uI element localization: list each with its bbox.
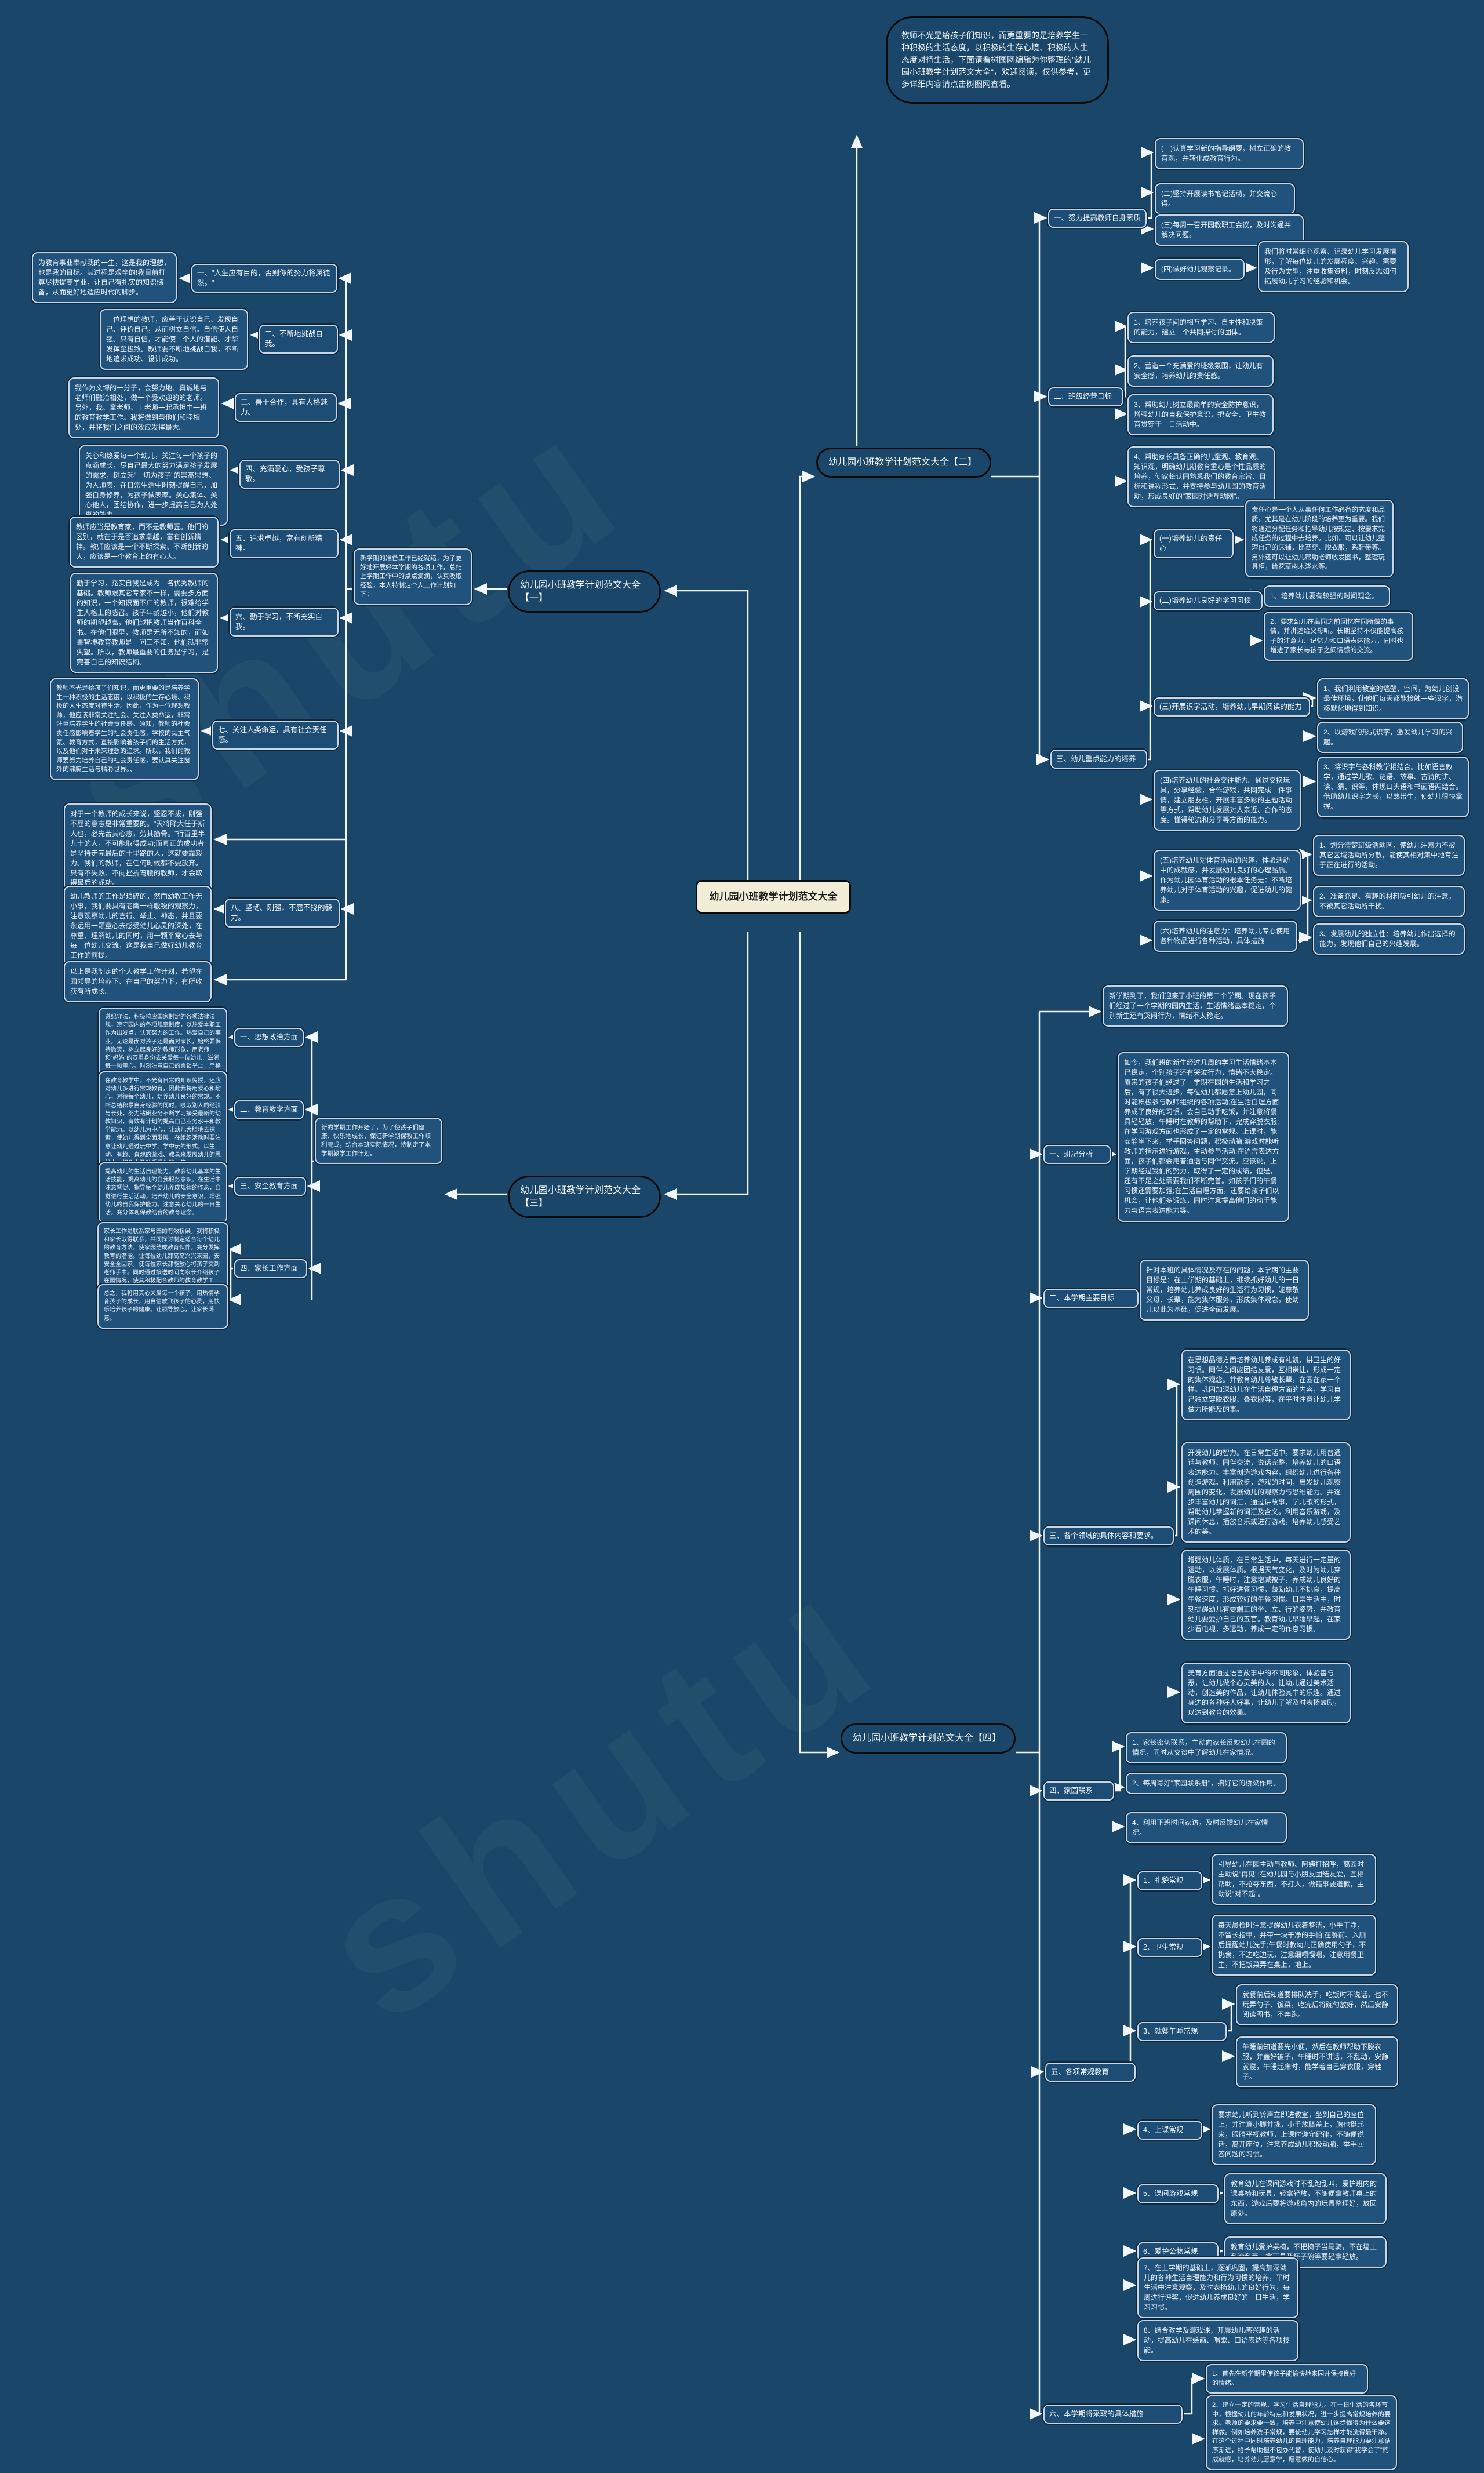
branch4-title[interactable]: 幼儿园小班教学计划范文大全【四】 (841, 1723, 1016, 1754)
branch1-title[interactable]: 幼儿园小班教学计划范文大全【一】 (508, 570, 661, 613)
branch1-item3-label[interactable]: 三、善于合作，具有人格魅力。 (235, 393, 337, 422)
central-topic[interactable]: 幼儿园小班教学计划范文大全 (696, 880, 851, 914)
branch4-s6-i2[interactable]: 2、建立一定的常规，学习生活自理能力。在一日生活的各环节中，根据幼儿的年龄特点和… (1206, 2395, 1397, 2471)
branch3-item2-label[interactable]: 二、教育教学方面 (234, 1100, 304, 1119)
branch1-item7-text[interactable]: 教师不光是给孩子们知识，而更重要的是培养学生一种积极的生活态度，以积极的生存心境… (50, 678, 199, 781)
branch1-item4-text[interactable]: 关心和热爱每一个幼儿，关注每一个孩子的点滴成长，尽自己最大的努力满足孩子发展的需… (79, 445, 228, 526)
branch1-intro[interactable]: 新学期的准备工作已经就绪，为了更好地开展好本学期的各项工作，总结上学期工作中的点… (354, 548, 472, 606)
branch2-g3-d1[interactable]: 1、我们利用教室的墙壁、空间，为幼儿创设最佳环境，使他们每天都能接触一些汉字，潜… (1317, 678, 1469, 720)
branch2-s1-sub4[interactable]: (四)做好幼儿观察记录。 (1155, 259, 1245, 281)
branch2-g6-d2[interactable]: 2、准备充足、有趣的材料吸引幼儿的注意，不被其它活动所干扰。 (1313, 886, 1465, 918)
branch4-s3-label[interactable]: 三、各个领域的具体内容和要求。 (1043, 1526, 1174, 1545)
branch1-item5-text[interactable]: 教师应当是教育家，而不是教师匠。他们的区别，就在于是否追求卓越，富有创新精神。教… (70, 517, 219, 568)
branch3-title[interactable]: 幼儿园小班教学计划范文大全【三】 (508, 1176, 661, 1219)
branch4-s5-label[interactable]: 五、各项常规教育 (1045, 2063, 1136, 2082)
branch4-s3-p2[interactable]: 开发幼儿的智力。在日常生活中，要求幼儿用普通话与教师、同伴交流，说话完整，培养幼… (1181, 1442, 1351, 1543)
branch4-s6-label[interactable]: 六、本学期将采取的具体措施 (1043, 2405, 1183, 2424)
branch4-s5-i8[interactable]: 8、结合教学及游戏课，开展幼儿感兴趣的活动，提高幼儿在绘画、唱歌、口语表达等各项… (1137, 2320, 1298, 2362)
branch4-s1-label[interactable]: 一、班况分析 (1043, 1145, 1111, 1164)
branch2-s1-label[interactable]: 一、努力提高教师自身素质 (1048, 209, 1147, 228)
branch1-item2-label[interactable]: 二、不断地挑战自我。 (259, 325, 338, 354)
branch2-s1-detail[interactable]: 我们将时常细心观察、记录幼儿学习发展情形，了解每位幼儿的发展程度、兴趣、需要及行… (1258, 241, 1409, 293)
branch2-s2-sub3[interactable]: 3、帮助幼儿树立最简单的安全防护意识，增强幼儿的自我保护意识，把安全、卫生教育贯… (1127, 394, 1274, 436)
branch2-g6-d3[interactable]: 3、发展幼儿的独立性：培养幼儿作出选择的能力，发现他们自己的兴趣发展。 (1313, 923, 1465, 955)
branch1-item7-label[interactable]: 七、关注人类命运，具有社会责任感。 (212, 721, 339, 750)
branch2-s1-sub1[interactable]: (一)认真学习新的指导纲要，树立正确的教育观，并转化成教育行为。 (1155, 138, 1304, 170)
branch2-s2-sub4[interactable]: 4、帮助家长具备正确的儿童观、教育观、知识观，明确幼儿期教育重心是个性品质的培养… (1127, 446, 1275, 508)
branch2-g4[interactable]: (四)培养幼儿的社会交往能力。通过交换玩具，分享经验，合作游戏，共同完成一件事情… (1154, 770, 1301, 831)
branch4-r2-text[interactable]: 每天晨检时注意提醒幼儿衣着整洁，小手干净，不留长指甲，并带一块干净的手帕;在餐前… (1212, 1915, 1376, 1976)
branch3-item4-label[interactable]: 四、家长工作方面 (234, 1259, 307, 1278)
branch3-item3-label[interactable]: 三、安全教育方面 (234, 1177, 306, 1196)
branch2-s1-sub2[interactable]: (二)坚持开展读书笔记活动，并交流心得。 (1155, 183, 1295, 215)
branch4-s4-i1[interactable]: 1、家长密切联系，主动向家长反映幼儿在园的情况，同时从交谈中了解幼儿在家情况。 (1126, 1732, 1287, 1764)
branch2-s2-sub1[interactable]: 1、培养孩子间的相互学习、自主性和决策的能力，建立一个共同探讨的团体。 (1127, 312, 1275, 344)
branch2-s2-label[interactable]: 二、班级经营目标 (1048, 387, 1123, 406)
branch4-s4-i2[interactable]: 2、每周写好"家园联系册"，搞好它的桥梁作用。 (1126, 1773, 1287, 1795)
branch4-r3-t2[interactable]: 午睡前知道要先小便，然后在教师帮助下脱衣服，并盖好被子，午睡时不讲话，不乱动，安… (1236, 2036, 1398, 2088)
branch4-r5-text[interactable]: 教育幼儿在课间游戏时不乱跑乱叫，爱护班内的课桌椅和玩具，轻拿轻放，不随便拿教师桌… (1224, 2173, 1387, 2225)
branch4-s3-p3[interactable]: 增强幼儿体质，在日常生活中，每天进行一定量的运动，以发展体质。根据天气变化，及时… (1181, 1550, 1351, 1641)
branch2-g1-detail[interactable]: 责任心是一个人从事任何工作必备的态度和品质。尤其是在幼儿阶段的培养更为重要。我们… (1245, 500, 1394, 578)
branch4-r1-text[interactable]: 引导幼儿在园主动与教师、阿姨打招呼，离园时主动说"再见";在幼儿园与小朋友团结友… (1212, 1854, 1376, 1905)
branch1-item2-text[interactable]: 一位理想的教师，应善于认识自己、发现自己、评价自己，从而树立自信。自信使人自强。… (100, 309, 248, 370)
branch3-conclusion[interactable]: 总之，我将用真心关爱每一个孩子，用热情孕育孩子的成长，用自信放飞孩子的心灵，用快… (97, 1284, 228, 1329)
branch1-p10[interactable]: 以上是我制定的个人教学工作计划，希望在园领导的培养下、在自己的努力下，有所收获有… (64, 961, 212, 1003)
branch2-s2-sub2[interactable]: 2、营造一个充满爱的班级氛围，让幼儿有安全感，培养幼儿的责任感。 (1127, 355, 1274, 387)
branch3-item2-text[interactable]: 在教育教学中，不光有日常的知识传授，还应对幼儿多进行常规教育，因此我将用爱心和耐… (99, 1071, 227, 1174)
branch4-r4-text[interactable]: 要求幼儿听到铃声立即进教室，坐到自己的座位上，并注意小脚并拢，小手放膝盖上，胸也… (1212, 2104, 1376, 2166)
branch2-g2-label[interactable]: (二)培养幼儿良好的学习习惯 (1154, 591, 1263, 610)
branch1-item5-label[interactable]: 五、追求卓越，富有创新精神。 (230, 529, 339, 558)
branch4-s3-p4[interactable]: 美育方面通过语言故事中的不同形象，体验善与恶，让幼儿做个心灵美的人。让幼儿通过美… (1181, 1663, 1351, 1724)
branch4-r2-label[interactable]: 2、卫生常规 (1137, 1938, 1202, 1957)
branch2-s1-sub3[interactable]: (三)每周一召开园教职工会议，及时沟通并解决问题。 (1155, 214, 1304, 246)
top-note[interactable]: 教师不光是给孩子们知识，而更重要的是培养学生一种积极的生活态度，以积极的生存心境… (886, 16, 1109, 104)
branch3-item1-label[interactable]: 一、思想政治方面 (234, 1028, 304, 1047)
branch4-s4-label[interactable]: 四、家园联系 (1043, 1781, 1114, 1801)
branch1-p9[interactable]: 幼儿教师的工作是琐碎的，然而幼教工作无小事，我们要具有老鹰一样敏锐的观察力，注意… (64, 886, 212, 967)
branch4-s1-text[interactable]: 如今，我们班的新生经过几周的学习生活情绪基本已稳定，个别孩子还有哭泣行为，情绪不… (1118, 1052, 1289, 1222)
branch4-r4-label[interactable]: 4、上课常规 (1137, 2121, 1202, 2140)
branch1-item4-label[interactable]: 四、充满爱心，受孩子尊敬。 (239, 460, 340, 489)
branch2-g5[interactable]: (五)培养幼儿对体育活动的兴趣，体验活动中的成就感，并发展幼儿良好的心理品质。作… (1154, 850, 1301, 911)
branch1-item6-text[interactable]: 勤于学习，充实自我是成为一名优秀教师的基础。教师跟其它专家不一样，需要多方面的知… (70, 573, 218, 674)
branch1-item3-text[interactable]: 我作为文博的一分子，会努力地、真诚地与老师们融洽相处，做一个受欢迎的的老师。另外… (68, 377, 219, 439)
branch2-g6-d1[interactable]: 1、划分清楚班级活动区，使幼儿注意力不被其它区域活动所分散，能使其相对集中地专注… (1313, 835, 1465, 877)
branch1-p8[interactable]: 对于一个教师的成长来说，坚忍不拔，刚强不屈的意志是非常重要的。"天将降大任于斯人… (64, 803, 212, 894)
branch3-intro[interactable]: 新的学期工作开始了，为了使孩子们健康、快乐地成长，保证新学期保教工作顺利完成，结… (315, 1118, 442, 1164)
branch2-g3-label[interactable]: (三)开展识字活动，培养幼儿早期阅读的能力 (1154, 697, 1310, 717)
branch4-s2-text[interactable]: 针对本班的具体情况及存在的问题，本学期的主要目标是：在上学期的基础上，继续抓好幼… (1140, 1260, 1309, 1321)
branch1-item1-label[interactable]: 一、"人生应有目的，否则你的努力将属徒然。" (191, 264, 337, 293)
branch2-g2-d1[interactable]: 1、培养幼儿要有较强的时间观念。 (1264, 585, 1390, 608)
branch4-r3-label[interactable]: 3、就餐午睡常规 (1137, 2022, 1227, 2041)
branch4-r3-t1[interactable]: 就餐前后知道要排队洗手，吃饭时不说话，也不玩弄勺子、饭菜，吃完后将碗勺放好，然后… (1236, 1984, 1398, 2026)
branch4-s2-label[interactable]: 二、本学期主要目标 (1043, 1289, 1139, 1308)
branch2-g1-label[interactable]: (一)培养幼儿的责任心 (1154, 529, 1234, 558)
branch4-s6-i1[interactable]: 1、首先在新学期里使孩子能愉快地来园并保持良好的情绪。 (1206, 2364, 1368, 2394)
branch2-g3-d3[interactable]: 3、将识字与各科教学相结合。比如语言教学，通过学儿歌、谜语、故事、古诗的讲、读、… (1317, 757, 1469, 818)
branch4-r5-label[interactable]: 5、课间游戏常规 (1137, 2184, 1219, 2203)
branch4-intro[interactable]: 新学期到了，我们迎来了小班的第二个学期。现在孩子们经过了一个学期的园内生活，生活… (1103, 985, 1288, 1027)
branch2-s3-label[interactable]: 三、幼儿重点能力的培养 (1050, 750, 1147, 769)
branch3-item3-text[interactable]: 提高幼儿的生活自理能力，教会幼儿基本的生活技能，提高幼儿的自我服务意识。在生活中… (99, 1162, 227, 1224)
branch2-title[interactable]: 幼儿园小班教学计划范文大全【二】 (816, 448, 991, 478)
branch1-item6-label[interactable]: 六、勤于学习，不断充实自我。 (230, 608, 339, 637)
branch4-r1-label[interactable]: 1、礼貌常规 (1137, 1871, 1202, 1890)
branch4-s4-i3[interactable]: 4、利用下班时间家访，及时反馈幼儿在家情况。 (1126, 1812, 1287, 1844)
branch1-item1-text[interactable]: 为教育事业奉献我的一生，这是我的理想，也是我的目标。其过程是艰辛的!我目前打算尽… (32, 252, 177, 304)
branch4-s5-i7[interactable]: 7、在上学期的基础上，逐渐巩固，提高加深幼儿的各种生活自理能力和行为习惯的培养，… (1137, 2257, 1298, 2319)
branch2-g6-label[interactable]: (六)培养幼儿的注意力：培养幼儿专心使用各种物品进行各种活动，具体措施 (1154, 921, 1297, 952)
branch4-s3-p1[interactable]: 在思想品德方面培养幼儿养成有礼貌，讲卫生的好习惯。同伴之间能团结友爱，互相谦让，… (1181, 1350, 1351, 1421)
branch1-item8-label[interactable]: 八、坚韧、刚强，不屈不挠的毅力。 (225, 899, 340, 928)
branch2-g2-d2[interactable]: 2、要求幼儿在离园之前回忆在园所做的事情，并讲述给父母听。长期坚持不仅能提高孩子… (1264, 612, 1413, 661)
branch2-g3-d2[interactable]: 2、以游戏的形式识字，激发幼儿学习的兴趣。 (1317, 722, 1463, 754)
